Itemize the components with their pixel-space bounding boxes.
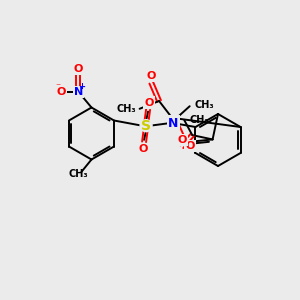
Circle shape — [140, 120, 152, 132]
Text: S: S — [141, 119, 151, 133]
Text: CH₃: CH₃ — [117, 104, 136, 114]
Text: CH₃: CH₃ — [69, 169, 88, 179]
Text: O: O — [177, 135, 187, 145]
Text: O: O — [74, 64, 83, 74]
Text: CH₃: CH₃ — [189, 115, 209, 125]
Text: +: + — [79, 82, 86, 91]
Text: O: O — [147, 71, 156, 81]
Text: O: O — [138, 144, 148, 154]
Text: CH₃: CH₃ — [195, 100, 214, 110]
Text: N: N — [168, 117, 178, 130]
Text: ⁻: ⁻ — [55, 82, 60, 92]
Text: O: O — [57, 87, 66, 97]
Text: O: O — [185, 141, 194, 151]
Text: N: N — [74, 87, 83, 97]
Text: O: O — [144, 98, 154, 108]
